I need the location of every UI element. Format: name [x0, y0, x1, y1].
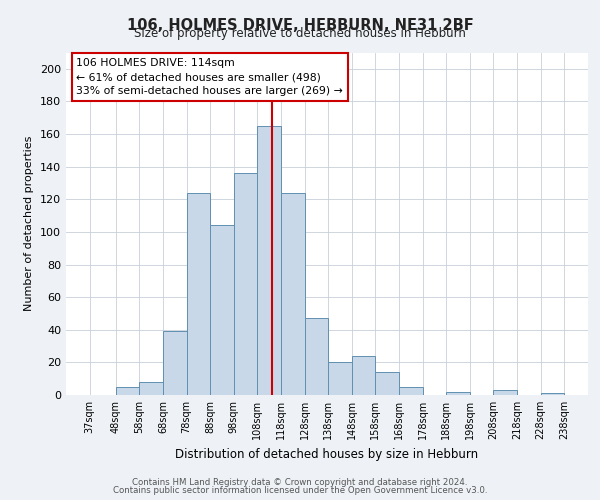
Bar: [541, 394, 564, 395]
Bar: [281, 193, 305, 395]
Bar: [305, 318, 328, 395]
Bar: [352, 356, 376, 395]
Bar: [493, 390, 517, 395]
Text: Contains HM Land Registry data © Crown copyright and database right 2024.: Contains HM Land Registry data © Crown c…: [132, 478, 468, 487]
Bar: [399, 387, 422, 395]
Bar: [376, 372, 399, 395]
Bar: [139, 382, 163, 395]
Bar: [257, 126, 281, 395]
Text: 106, HOLMES DRIVE, HEBBURN, NE31 2BF: 106, HOLMES DRIVE, HEBBURN, NE31 2BF: [127, 18, 473, 32]
Text: Size of property relative to detached houses in Hebburn: Size of property relative to detached ho…: [134, 28, 466, 40]
Text: 106 HOLMES DRIVE: 114sqm
← 61% of detached houses are smaller (498)
33% of semi-: 106 HOLMES DRIVE: 114sqm ← 61% of detach…: [76, 58, 343, 96]
Bar: [187, 193, 210, 395]
Bar: [116, 387, 139, 395]
Bar: [446, 392, 470, 395]
Y-axis label: Number of detached properties: Number of detached properties: [25, 136, 34, 312]
Bar: [210, 226, 234, 395]
Bar: [234, 173, 257, 395]
Bar: [328, 362, 352, 395]
Bar: [163, 332, 187, 395]
Text: Contains public sector information licensed under the Open Government Licence v3: Contains public sector information licen…: [113, 486, 487, 495]
X-axis label: Distribution of detached houses by size in Hebburn: Distribution of detached houses by size …: [175, 448, 479, 460]
